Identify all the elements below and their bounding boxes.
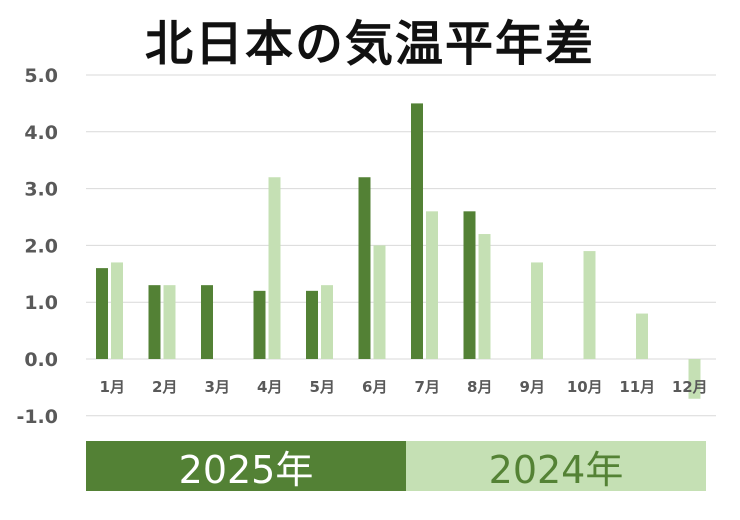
bar-2024-10 (583, 251, 596, 359)
bar-2025-7 (411, 103, 423, 360)
bar-2024-6 (373, 245, 386, 359)
bar-2024-5 (321, 285, 333, 359)
x-tick-label: 3月 (205, 378, 230, 396)
y-axis-labels: 5.0 4.0 3.0 2.0 1.0 0.0 -1.0 (16, 65, 58, 428)
bar-2025-1 (96, 268, 108, 359)
bar-2025-5 (306, 290, 318, 359)
y-tick-label: -1.0 (16, 406, 58, 428)
x-tick-label: 5月 (310, 378, 335, 396)
bar-2024-11 (636, 313, 648, 359)
gridlines (86, 74, 716, 417)
bar-2024-2 (163, 285, 176, 359)
legend-label-2025: 2025年 (178, 447, 314, 492)
chart-title: 北日本の気温平年差 (144, 16, 595, 72)
x-tick-label: 10月 (567, 378, 603, 396)
legend-2024: 2024年 (406, 441, 706, 492)
x-tick-label: 12月 (672, 378, 708, 396)
x-tick-label: 11月 (619, 378, 655, 396)
bars (96, 103, 701, 399)
bar-2025-4 (253, 290, 266, 359)
x-tick-label: 4月 (257, 378, 282, 396)
y-tick-label: 5.0 (24, 65, 58, 87)
bar-2024-12 (688, 359, 701, 399)
bar-2024-4 (268, 177, 281, 359)
y-tick-label: 3.0 (24, 179, 58, 201)
x-tick-label: 6月 (362, 378, 387, 396)
bar-2025-2 (148, 285, 161, 359)
legend-2025: 2025年 (86, 441, 406, 492)
legend-label-2024: 2024年 (488, 447, 624, 492)
x-tick-label: 8月 (467, 378, 492, 396)
bar-2025-3 (201, 285, 213, 359)
bar-2025-8 (463, 211, 476, 359)
y-tick-label: 4.0 (24, 122, 58, 144)
y-tick-label: 2.0 (24, 235, 58, 257)
x-tick-label: 2月 (152, 378, 177, 396)
x-tick-label: 7月 (415, 378, 440, 396)
x-tick-label: 9月 (520, 378, 545, 396)
bar-2024-7 (426, 211, 438, 359)
bar-2024-8 (478, 234, 491, 359)
x-tick-label: 1月 (100, 378, 125, 396)
x-axis-labels: 1月 2月 3月 4月 5月 6月 7月 8月 9月 10月 11月 12月 (100, 378, 708, 396)
bar-2024-9 (531, 262, 543, 359)
y-tick-label: 0.0 (24, 349, 58, 371)
bar-2024-1 (111, 262, 123, 359)
y-tick-label: 1.0 (24, 292, 58, 314)
bar-2025-6 (358, 177, 371, 359)
